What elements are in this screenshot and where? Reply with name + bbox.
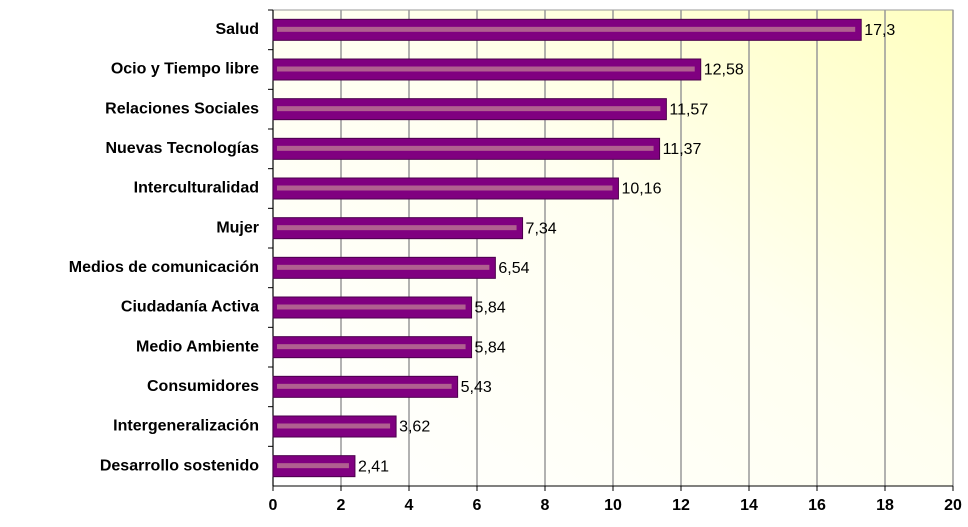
y-tick-label: Medio Ambiente	[136, 338, 259, 355]
bar-highlight	[277, 106, 661, 112]
data-label: 5,43	[461, 379, 492, 396]
x-tick-label: 10	[604, 497, 622, 514]
y-tick-label: Consumidores	[147, 378, 259, 395]
y-tick-label: Ciudadanía Activa	[121, 299, 259, 316]
y-tick-label: Desarrollo sostenido	[100, 457, 259, 474]
x-tick-label: 4	[405, 497, 414, 514]
bar-highlight	[277, 225, 517, 231]
x-tick-label: 12	[672, 497, 690, 514]
x-tick-label: 18	[876, 497, 894, 514]
y-tick-label: Salud	[215, 21, 259, 38]
bar-highlight	[277, 344, 466, 350]
y-tick-label: Medios de comunicación	[69, 259, 259, 276]
bar-highlight	[277, 304, 466, 310]
x-tick-label: 6	[473, 497, 482, 514]
data-label: 5,84	[475, 339, 506, 356]
x-tick-label: 20	[944, 497, 962, 514]
y-tick-label: Intergeneralización	[113, 418, 259, 435]
bar-highlight	[277, 145, 654, 151]
y-tick-label: Mujer	[216, 219, 259, 236]
data-label: 17,3	[864, 22, 895, 39]
x-tick-label: 2	[337, 497, 346, 514]
bar-highlight	[277, 383, 452, 389]
data-label: 2,41	[358, 458, 389, 475]
x-tick-label: 8	[541, 497, 550, 514]
bar-highlight	[277, 463, 349, 469]
data-label: 7,34	[526, 220, 557, 237]
data-label: 11,57	[669, 101, 708, 118]
data-label: 11,37	[663, 141, 702, 158]
bar-highlight	[277, 66, 695, 72]
bar-highlight	[277, 26, 856, 32]
data-label: 12,58	[704, 62, 744, 79]
data-label: 10,16	[621, 181, 661, 198]
y-tick-label: Interculturalidad	[134, 180, 259, 197]
y-tick-label: Ocio y Tiempo libre	[111, 61, 259, 78]
bar-highlight	[277, 264, 490, 270]
bar-highlight	[277, 185, 613, 191]
y-tick-label: Nuevas Tecnologías	[105, 140, 259, 157]
bar-highlight	[277, 423, 391, 429]
data-label: 5,84	[475, 300, 506, 317]
x-tick-label: 16	[808, 497, 826, 514]
x-tick-label: 14	[740, 497, 758, 514]
data-label: 6,54	[498, 260, 529, 277]
data-label: 3,62	[399, 419, 430, 436]
y-tick-label: Relaciones Sociales	[105, 100, 259, 117]
x-tick-label: 0	[269, 497, 278, 514]
